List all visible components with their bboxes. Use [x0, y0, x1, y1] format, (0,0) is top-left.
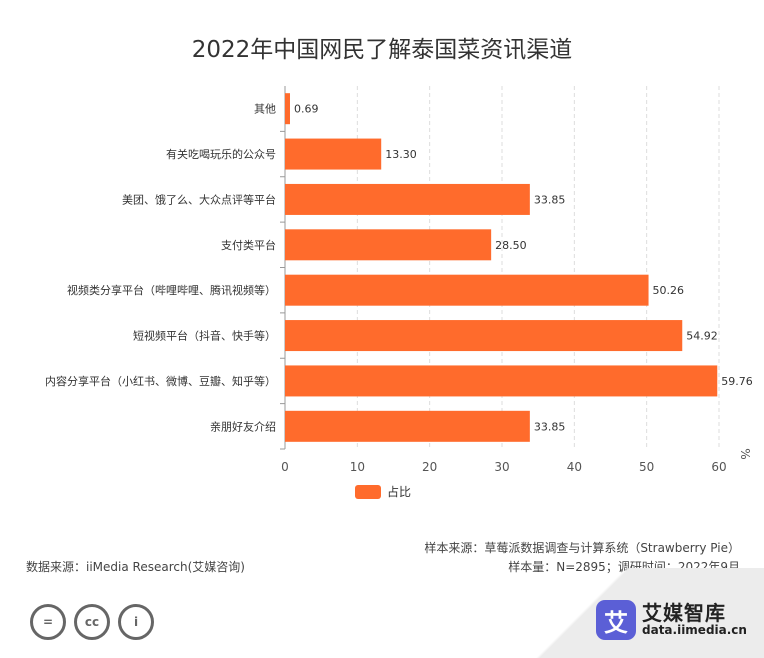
bar	[285, 410, 530, 442]
x-tick-label: 30	[494, 460, 509, 474]
category-label: 支付类平台	[221, 238, 276, 252]
chart-title: 2022年中国网民了解泰国菜资讯渠道	[191, 37, 573, 63]
legend-swatch	[355, 485, 381, 499]
bar	[285, 183, 530, 215]
x-tick-label: 0	[281, 460, 289, 474]
category-label: 美团、饿了么、大众点评等平台	[122, 192, 276, 206]
data-label: 33.85	[534, 420, 566, 433]
category-label: 亲朋好友介绍	[210, 419, 276, 433]
data-label: 13.30	[385, 148, 417, 161]
category-label: 视频类分享平台（哔哩哔哩、腾讯视频等）	[67, 283, 276, 297]
data-label: 59.76	[721, 375, 753, 388]
bar	[285, 138, 382, 170]
data-label: 54.92	[686, 330, 718, 343]
data-label: 50.26	[653, 284, 685, 297]
bar	[285, 229, 492, 261]
x-tick-label: 10	[350, 460, 365, 474]
logo-url: data.iimedia.cn	[642, 623, 747, 638]
x-axis-unit: %	[738, 448, 752, 459]
category-label: 其他	[254, 103, 276, 116]
logo-mark-icon: 艾	[596, 600, 636, 640]
data-label: 0.69	[294, 103, 319, 116]
data-label: 28.50	[495, 239, 527, 252]
watermark-logo: 艾 艾媒智库 data.iimedia.cn	[596, 600, 747, 640]
equals-license-icon: =	[30, 604, 66, 640]
logo-name: 艾媒智库	[642, 601, 726, 626]
data-label: 33.85	[534, 193, 566, 206]
bar	[285, 365, 718, 397]
x-tick-label: 60	[711, 460, 726, 474]
category-label: 内容分享平台（小红书、微博、豆瓣、知乎等）	[45, 374, 276, 388]
bar	[285, 274, 649, 306]
legend-label: 占比	[387, 484, 411, 499]
x-tick-label: 20	[422, 460, 437, 474]
x-tick-label: 40	[567, 460, 582, 474]
category-label: 有关吃喝玩乐的公众号	[166, 147, 276, 161]
x-tick-label: 50	[639, 460, 654, 474]
bar	[285, 93, 290, 125]
bar	[285, 320, 683, 352]
cc-license-icon: cc	[74, 604, 110, 640]
bar-chart: 0 10 20 30 40 50 60% 其他 0.69 有关吃喝玩乐的公众号 13.30 美团、饿了…	[45, 86, 753, 499]
data-source: 数据来源：iiMedia Research(艾媒咨询)	[26, 560, 245, 574]
license-icons: = cc i	[30, 604, 154, 640]
attribution-icon: i	[118, 604, 154, 640]
category-label: 短视频平台（抖音、快手等）	[133, 329, 276, 343]
sample-source: 样本来源：草莓派数据调查与计算系统（Strawberry Pie）	[424, 541, 740, 555]
